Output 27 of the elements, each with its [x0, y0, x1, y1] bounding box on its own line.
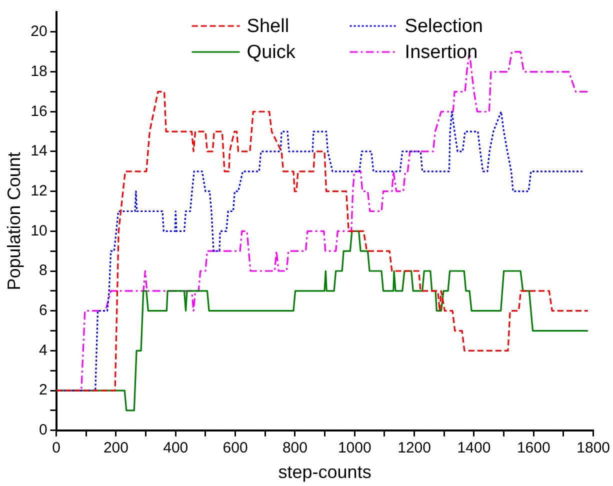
legend-label: Quick: [246, 42, 296, 64]
x-axis-title: step-counts: [278, 462, 372, 482]
y-tick-label: 20: [30, 23, 48, 40]
x-tick-label: 1600: [516, 440, 550, 457]
legend-label: Shell: [246, 16, 290, 38]
x-tick-label: 1400: [457, 440, 491, 457]
y-tick-label: 10: [30, 222, 48, 240]
x-tick-label: 1000: [338, 440, 372, 457]
y-tick-label: 2: [38, 382, 48, 399]
y-tick-label: 0: [38, 422, 48, 439]
y-tick-label: 4: [38, 342, 48, 359]
x-tick-label: 1800: [576, 440, 610, 457]
legend-label: Selection: [404, 16, 483, 38]
x-tick-label: 1200: [398, 440, 431, 457]
legend-label: Insertion: [404, 42, 478, 64]
y-tick-label: 18: [30, 62, 48, 80]
x-tick-label: 0: [52, 440, 60, 457]
y-tick-label: 6: [38, 302, 48, 319]
x-tick-label: 200: [103, 440, 128, 457]
y-axis-title: Population Count: [4, 152, 24, 290]
y-tick-label: 8: [38, 262, 48, 280]
y-tick-label: 12: [30, 182, 48, 200]
y-tick-label: 16: [30, 102, 48, 120]
x-tick-label: 600: [222, 440, 248, 457]
y-tick-label: 14: [30, 142, 48, 160]
x-tick-label: 400: [163, 440, 188, 457]
x-tick-label: 800: [282, 440, 308, 457]
